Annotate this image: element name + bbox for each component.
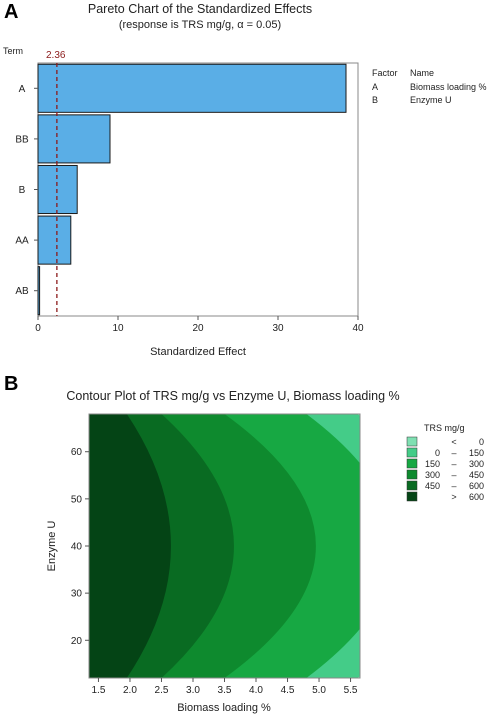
legend-high: 450 bbox=[469, 470, 484, 480]
legend-low: 300 bbox=[425, 470, 440, 480]
legend-title: TRS mg/g bbox=[424, 423, 465, 433]
legend-sep: – bbox=[451, 481, 456, 491]
contour-ytick-label: 40 bbox=[71, 542, 83, 553]
pareto-bars bbox=[37, 63, 347, 316]
legend-items: <0 0 – 150 150 – 300 300 – 450 450 – 600 > 600 bbox=[406, 436, 484, 502]
critical-value-label: 2.36 bbox=[46, 50, 66, 61]
pareto-title: Pareto Chart of the Standardized Effects bbox=[88, 2, 312, 16]
pareto-bar-aa bbox=[37, 215, 72, 265]
legend-sep: > bbox=[451, 492, 456, 502]
legend-high: 300 bbox=[469, 459, 484, 469]
legend-swatch bbox=[406, 480, 418, 491]
pareto-category-label: BB bbox=[15, 134, 29, 145]
name-header: Name bbox=[410, 68, 434, 78]
legend-sep: – bbox=[451, 470, 456, 480]
pareto-xtick-label: 40 bbox=[352, 323, 364, 334]
contour-xlabel: Biomass loading % bbox=[177, 702, 271, 714]
contour-xtick-label: 2.0 bbox=[123, 685, 137, 696]
contour-ytick-label: 20 bbox=[71, 636, 83, 647]
pareto-xtick-label: 20 bbox=[192, 323, 204, 334]
pareto-bar-bb bbox=[37, 114, 111, 164]
contour-xtick-label: 5.0 bbox=[312, 685, 326, 696]
legend-swatch bbox=[406, 469, 418, 480]
pareto-ylabel: Term bbox=[3, 46, 23, 56]
factor-a-name: Biomass loading % bbox=[410, 82, 487, 92]
contour-xtick-label: 1.5 bbox=[92, 685, 106, 696]
legend-low: 450 bbox=[425, 481, 440, 491]
contour-regions bbox=[89, 414, 360, 678]
contour-region-0-150 bbox=[306, 414, 360, 678]
contour-title: Contour Plot of TRS mg/g vs Enzyme U, Bi… bbox=[66, 389, 399, 403]
contour-x-ticks: 1.5 2.0 2.5 3.0 3.5 4.0 4.5 5.0 5.5 bbox=[92, 678, 358, 696]
legend-high: 150 bbox=[469, 448, 484, 458]
panel-letter-a: A bbox=[4, 1, 18, 23]
panel-a: A Pareto Chart of the Standardized Effec… bbox=[3, 1, 487, 358]
legend-sep: – bbox=[451, 448, 456, 458]
legend-high: 0 bbox=[479, 437, 484, 447]
contour-ylabel: Enzyme U bbox=[46, 521, 58, 572]
pareto-category-label: AA bbox=[15, 236, 29, 247]
factor-header: Factor bbox=[372, 68, 398, 78]
legend-sep: – bbox=[451, 459, 456, 469]
pareto-bar-b bbox=[37, 164, 78, 215]
contour-xtick-label: 3.0 bbox=[186, 685, 200, 696]
contour-y-ticks: 20 30 40 50 60 bbox=[71, 447, 89, 647]
panel-letter-b: B bbox=[4, 373, 18, 395]
pareto-xtick-label: 10 bbox=[112, 323, 124, 334]
contour-xtick-label: 4.0 bbox=[249, 685, 263, 696]
contour-ytick-label: 30 bbox=[71, 589, 83, 600]
pareto-category-label: A bbox=[19, 84, 26, 95]
contour-xtick-label: 5.5 bbox=[344, 685, 358, 696]
legend-swatch bbox=[406, 491, 418, 502]
pareto-xtick-label: 30 bbox=[272, 323, 284, 334]
pareto-x-ticks: 0 10 20 30 40 bbox=[35, 316, 364, 334]
pareto-xlabel: Standardized Effect bbox=[150, 346, 246, 358]
factor-table: Factor Name A Biomass loading % B Enzyme… bbox=[372, 68, 487, 105]
legend-swatch bbox=[406, 436, 418, 447]
legend-high: 600 bbox=[469, 492, 484, 502]
contour-ytick-label: 50 bbox=[71, 494, 83, 505]
legend-high: 600 bbox=[469, 481, 484, 491]
contour-xtick-label: 3.5 bbox=[218, 685, 232, 696]
legend-sep: < bbox=[451, 437, 456, 447]
pareto-category-label: B bbox=[19, 185, 26, 196]
contour-region-150-300 bbox=[224, 414, 360, 678]
pareto-xtick-label: 0 bbox=[35, 323, 41, 334]
contour-xtick-label: 2.5 bbox=[155, 685, 169, 696]
legend-low: 0 bbox=[435, 448, 440, 458]
legend-low: 150 bbox=[425, 459, 440, 469]
legend-swatch bbox=[406, 458, 418, 469]
contour-xtick-label: 4.5 bbox=[281, 685, 295, 696]
contour-ytick-label: 60 bbox=[71, 447, 83, 458]
contour-legend: TRS mg/g <0 0 – 150 150 – 300 300 – 450 450 – 600 > 60… bbox=[406, 423, 484, 502]
factor-b-name: Enzyme U bbox=[410, 95, 452, 105]
factor-b-code: B bbox=[372, 95, 378, 105]
panel-b: B Contour Plot of TRS mg/g vs Enzyme U, … bbox=[4, 373, 484, 714]
factor-a-code: A bbox=[372, 82, 378, 92]
pareto-bar-a bbox=[37, 63, 347, 113]
legend-swatch bbox=[406, 447, 418, 458]
pareto-category-label: AB bbox=[15, 286, 29, 297]
pareto-bar-ab bbox=[37, 266, 41, 316]
pareto-subtitle: (response is TRS mg/g, α = 0.05) bbox=[119, 19, 281, 31]
